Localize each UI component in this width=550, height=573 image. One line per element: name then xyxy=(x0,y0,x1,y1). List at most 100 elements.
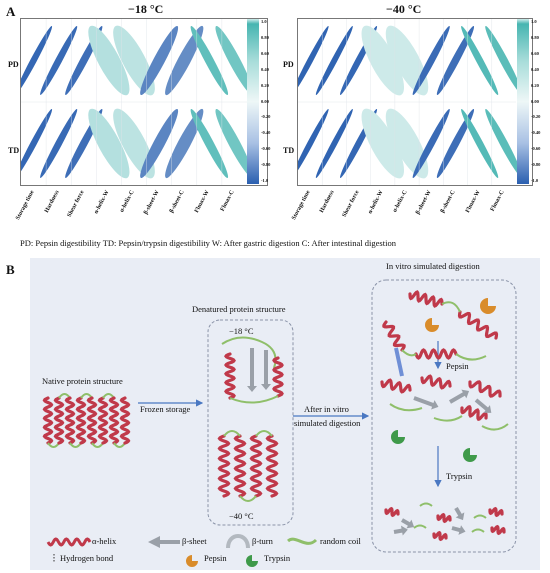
legend-sheet-mark xyxy=(148,536,180,548)
heatmap-cell xyxy=(291,26,329,95)
invitro-label: In vitro simulated digestion xyxy=(386,261,480,271)
colorbar-tick-label: 0.60 xyxy=(261,50,269,56)
helix-segment xyxy=(272,356,284,398)
legend-coil-label: random coil xyxy=(320,536,361,546)
after-digestion-label-2: simulated digestion xyxy=(294,418,361,428)
colorbar-left-ticks: 1.0 0.80 0.60 0.40 0.20 0.00 -0.20 -0.40 -0.60 -0… xyxy=(261,19,281,184)
helix-segment xyxy=(414,348,458,360)
colorbar-tick-label: -0.80 xyxy=(261,162,271,168)
heatmap-cell xyxy=(215,25,254,96)
heatmap-cell xyxy=(436,26,475,95)
trypsin-step-label: Trypsin xyxy=(446,471,473,481)
colorbar-tick-label: -0.20 xyxy=(261,114,271,120)
heatmap-cell xyxy=(190,25,229,96)
digestion-stage-2 xyxy=(380,374,509,431)
legend-trypsin-icon xyxy=(246,555,258,567)
native-label: Native protein structure xyxy=(42,376,123,386)
helix-segment xyxy=(64,396,76,445)
helix-segment xyxy=(382,320,406,352)
coil-segment xyxy=(229,395,279,404)
panel-a-left-title: −18 °C xyxy=(128,2,164,16)
sheet-arrow xyxy=(474,398,492,413)
colorbar-right-ticks: 1.0 0.80 0.60 0.40 0.20 0.00 -0.20 -0.40 -0.60 -0… xyxy=(531,19,549,184)
legend-turn-label: β-turn xyxy=(252,536,273,546)
colorbar-tick-label: 0.00 xyxy=(531,98,539,104)
heatmap-cell xyxy=(412,109,450,178)
heatmap-cell xyxy=(436,109,475,178)
panel-b-letter: B xyxy=(6,262,15,277)
digestion-stage-1 xyxy=(382,290,499,377)
colorbar-tick-label: -0.40 xyxy=(531,130,541,136)
helix-segment xyxy=(468,380,502,398)
native-protein-structure xyxy=(42,393,131,448)
helix-segment xyxy=(86,396,98,445)
coil-segment xyxy=(223,430,273,502)
pepsin-icon xyxy=(480,298,496,314)
heatmap-cell xyxy=(40,26,78,95)
digestion-container xyxy=(371,279,517,553)
row-label-td-right: TD xyxy=(283,146,295,155)
panel-a-legend: PD: Pepsin digestibility TD: Pepsin/tryp… xyxy=(20,238,396,248)
heatmap-cell xyxy=(190,108,229,179)
coil-segment xyxy=(401,301,487,361)
coil-segment xyxy=(413,524,427,529)
heatmap-cell xyxy=(361,25,405,96)
legend-sheet-label: β-sheet xyxy=(182,536,207,546)
helix-segment xyxy=(436,512,452,524)
heatmap-cell xyxy=(315,109,353,178)
sheet-arrow xyxy=(454,507,465,521)
colorbar-right xyxy=(517,19,529,184)
colorbar-tick-label: 0.80 xyxy=(531,34,539,40)
helix-segment xyxy=(217,434,231,498)
temp-18-label: −18 °C xyxy=(229,326,254,336)
sheet-arrow xyxy=(449,389,470,404)
colorbar-tick-label: -0.20 xyxy=(531,114,541,120)
colorbar-left xyxy=(247,19,259,184)
heatmap-cell xyxy=(88,108,130,179)
legend-hbond-label: Hydrogen bond xyxy=(60,553,114,563)
row-label-pd-right: PD xyxy=(283,60,294,69)
helix-segment xyxy=(490,524,506,536)
heatmap-cell xyxy=(215,108,254,179)
helix-segment xyxy=(108,396,120,445)
legend-turn-mark xyxy=(226,534,250,549)
row-label-td-left: TD xyxy=(8,146,20,155)
colorbar-tick-label: 0.40 xyxy=(531,66,539,72)
colorbar-tick-label: -1.0 xyxy=(531,178,539,183)
helix-segment xyxy=(420,374,452,390)
helix-segment xyxy=(488,506,504,518)
sheet-segment xyxy=(394,347,404,377)
coil-segment xyxy=(113,442,126,448)
sheet-arrow xyxy=(413,396,439,410)
heatmap-right xyxy=(291,18,533,186)
helix-segment xyxy=(265,434,279,498)
heatmap-cell xyxy=(315,26,353,95)
colorbar-tick-label: -0.40 xyxy=(261,130,271,136)
legend-pepsin-label: Pepsin xyxy=(204,553,227,563)
coil-segment xyxy=(471,528,485,533)
heatmap-cell xyxy=(385,108,429,179)
panel-a-letter: A xyxy=(6,4,16,19)
heatmap-cell xyxy=(291,109,329,178)
trypsin-icon xyxy=(391,430,405,444)
colorbar-tick-label: 1.0 xyxy=(531,19,537,24)
colorbar-tick-label: -1.0 xyxy=(261,178,269,183)
heatmap-cell xyxy=(461,109,499,178)
heatmap-left xyxy=(15,18,268,186)
helix-segment xyxy=(42,396,54,445)
sheet-arrow xyxy=(451,525,466,535)
helix-segment xyxy=(119,396,131,445)
helix-segment xyxy=(408,290,444,308)
helix-segment xyxy=(224,352,236,400)
legend-helix-mark xyxy=(46,537,92,547)
panel-a-right-title: −40 °C xyxy=(386,2,422,16)
helix-segment xyxy=(384,506,400,518)
heatmap-cell xyxy=(113,108,155,179)
helix-segment xyxy=(460,404,488,422)
heatmap-cell xyxy=(140,108,179,179)
colorbar-tick-label: 0.40 xyxy=(261,66,269,72)
colorbar-tick-label: 0.80 xyxy=(261,34,269,40)
colorbar-tick-label: 0.60 xyxy=(531,50,539,56)
coil-segment xyxy=(419,502,433,507)
colorbar-tick-label: 0.20 xyxy=(261,82,269,88)
